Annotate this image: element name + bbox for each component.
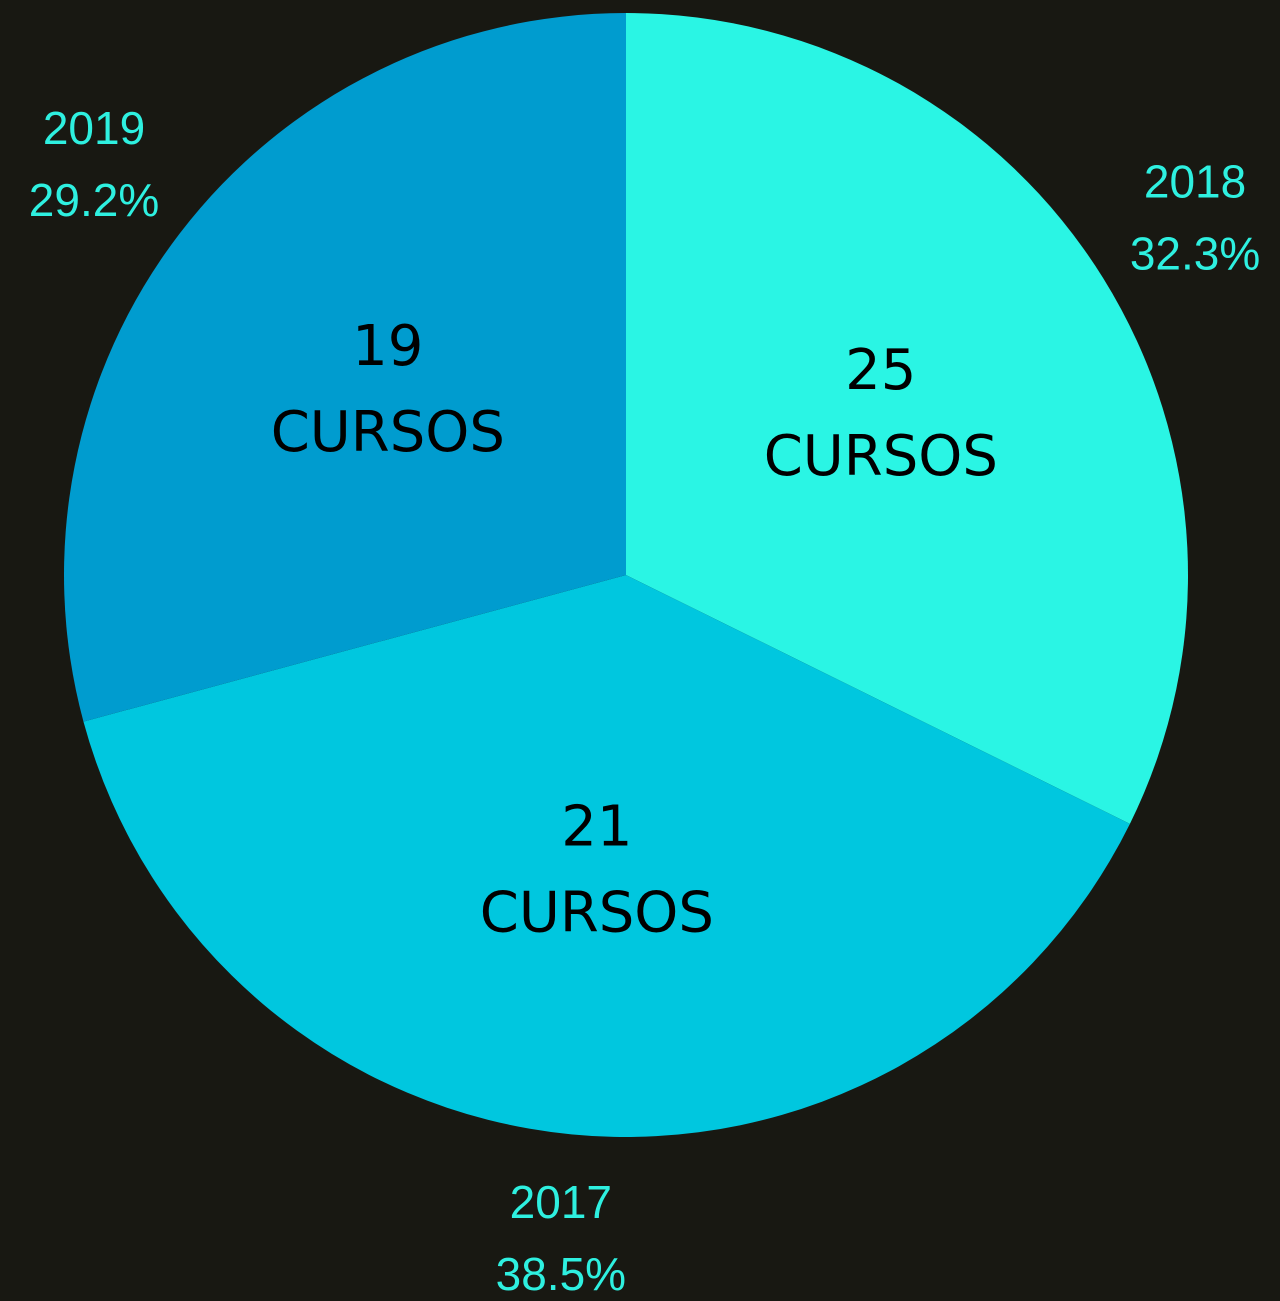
pie-slice (63, 13, 626, 722)
value-label: 38.5% (496, 1248, 626, 1300)
value-label: 29.2% (29, 174, 159, 226)
slice-count: 25 (845, 338, 916, 403)
slice-count: 21 (561, 795, 632, 860)
category-label: 2017 (510, 1176, 612, 1228)
pie-slice (83, 575, 1130, 1137)
pie-slice (626, 13, 1188, 824)
category-label: 2018 (1144, 155, 1246, 207)
slice-count: 19 (352, 314, 423, 379)
slice-unit: CURSOS (764, 424, 998, 489)
value-label: 32.3% (1130, 227, 1260, 279)
category-label: 2019 (43, 102, 145, 154)
slice-unit: CURSOS (480, 881, 714, 946)
slice-unit: CURSOS (271, 400, 505, 465)
